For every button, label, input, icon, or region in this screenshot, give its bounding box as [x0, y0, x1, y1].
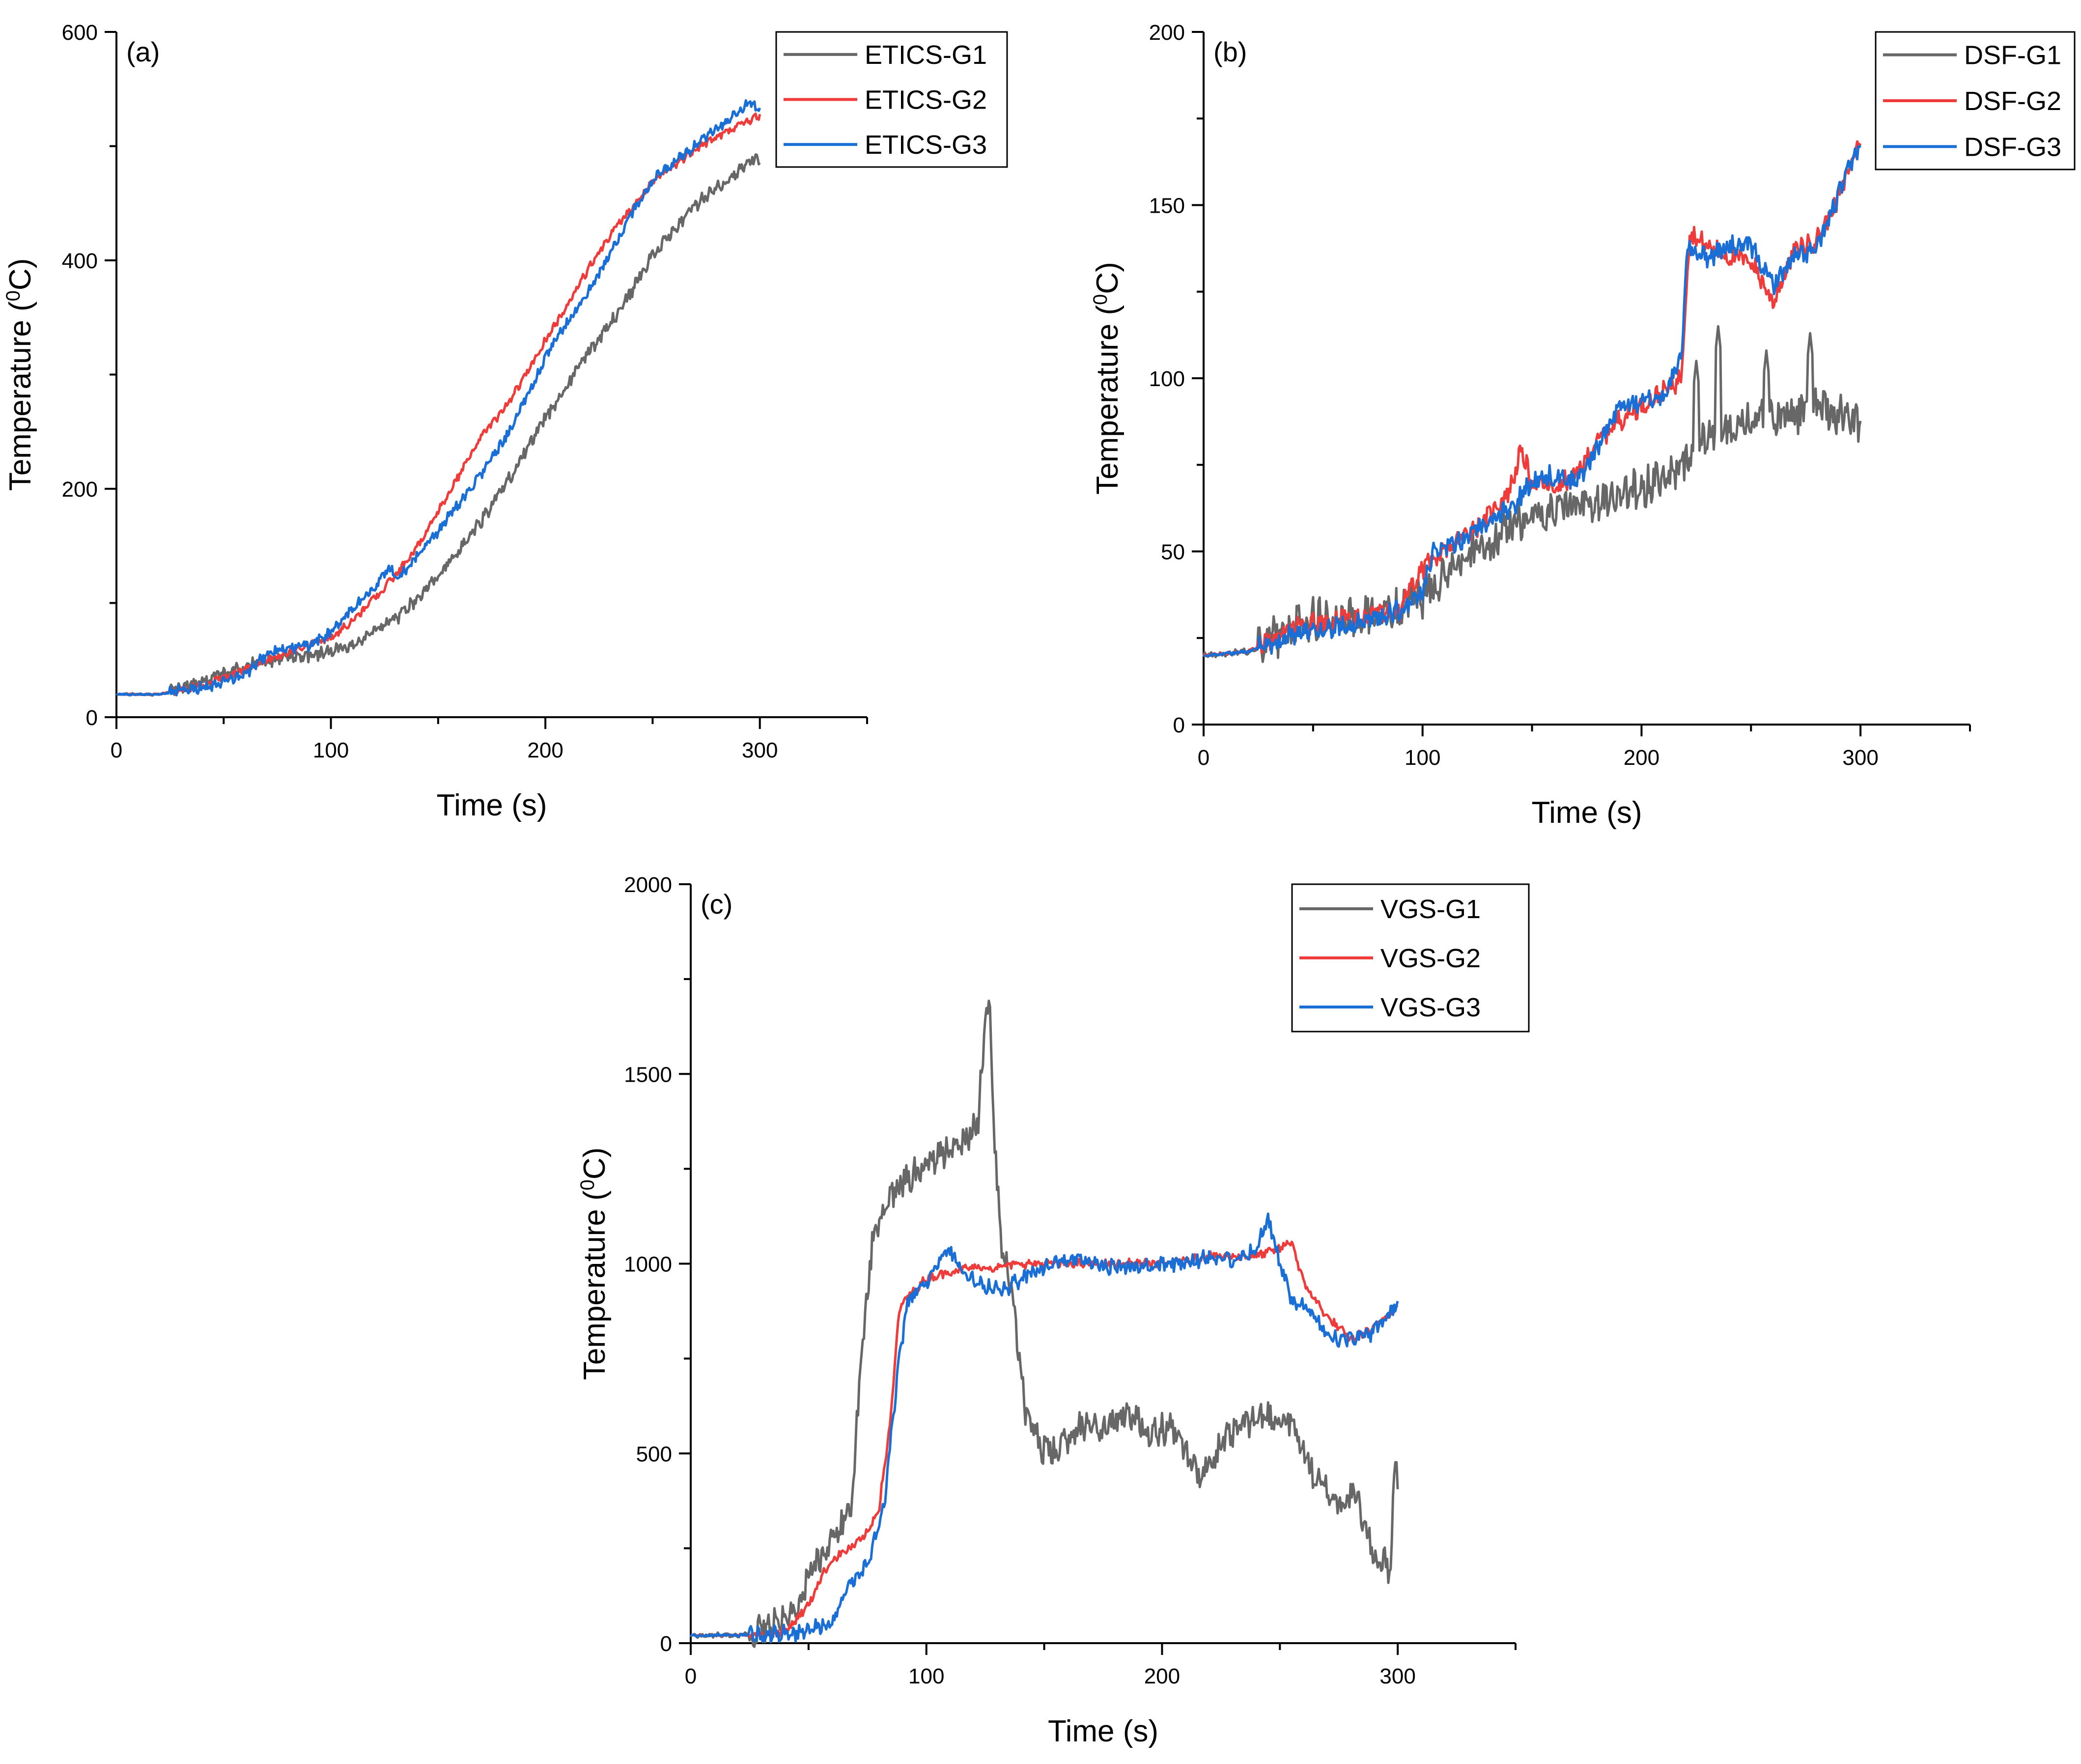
x-tick-label: 200	[1144, 1664, 1180, 1688]
legend-entry: ETICS-G2	[865, 85, 987, 115]
series-line-dsf-g3	[1203, 144, 1862, 657]
chart-panel-b: 0 100 200 300 0 50 100 150 200 Time (s) Temperatur…	[1090, 21, 2076, 830]
y-axis-title-prefix: Temperature (	[578, 1190, 612, 1380]
legend-entry: DSF-G1	[1964, 41, 2061, 70]
y-tick-label: 1000	[624, 1253, 672, 1277]
panel-label: (a)	[126, 36, 160, 67]
legend: ETICS-G1 ETICS-G2 ETICS-G3	[775, 31, 1008, 168]
y-tick-label: 500	[636, 1442, 672, 1466]
y-axis-title-superscript: 0	[2, 290, 24, 301]
legend-entry: ETICS-G1	[865, 40, 987, 70]
series-line-etics-g2	[116, 112, 761, 696]
series-line-dsf-g2	[1202, 140, 1862, 658]
series-line-dsf-g1	[1202, 325, 1862, 663]
y-axis-title-superscript: 0	[577, 1179, 598, 1190]
y-tick-label: 400	[62, 249, 98, 273]
legend-entry: ETICS-G3	[865, 130, 987, 160]
x-tick-label: 300	[742, 738, 778, 762]
chart-panel-c: 0 100 200 300 0 500 1000 1500 2000 Time (s) Temper…	[577, 873, 1530, 1748]
legend-entry: DSF-G2	[1964, 86, 2061, 116]
legend: DSF-G1 DSF-G2 DSF-G3	[1875, 31, 2076, 170]
y-axis-title-prefix: Temperature (	[1091, 305, 1125, 495]
y-tick-label: 50	[1161, 540, 1185, 564]
y-axis-title-superscript: 0	[1090, 294, 1111, 305]
y-tick-label: 1500	[624, 1063, 672, 1087]
series-line-etics-g3	[116, 99, 761, 697]
x-tick-label: 200	[1624, 746, 1659, 770]
x-tick-label: 100	[1405, 746, 1440, 770]
y-axis-title-suffix: C)	[1091, 262, 1125, 294]
y-tick-label: 0	[1173, 713, 1185, 737]
x-tick-label: 0	[685, 1664, 697, 1688]
x-axis-title: Time (s)	[1048, 1714, 1158, 1748]
legend-entry: DSF-G3	[1964, 132, 2061, 162]
panel-label: (b)	[1213, 36, 1247, 67]
legend: VGS-G1 VGS-G2 VGS-G3	[1291, 883, 1530, 1033]
series-line-vgs-g1	[689, 999, 1399, 1648]
y-tick-label: 150	[1149, 194, 1185, 218]
y-axis-title-prefix: Temperature (	[3, 301, 37, 491]
y-axis-title-suffix: C)	[3, 258, 37, 290]
y-tick-label: 100	[1149, 367, 1185, 391]
y-axis-title: Temperature (0C)	[1090, 262, 1125, 495]
x-tick-label: 0	[1198, 746, 1209, 770]
series-line-etics-g1	[116, 153, 761, 697]
legend-entry: VGS-G3	[1380, 993, 1481, 1022]
x-tick-label: 300	[1379, 1664, 1415, 1688]
x-tick-label: 0	[111, 738, 122, 762]
y-tick-label: 0	[660, 1632, 672, 1656]
x-tick-label: 100	[313, 738, 349, 762]
legend-entry: VGS-G2	[1380, 944, 1481, 973]
x-axis-title: Time (s)	[437, 788, 547, 822]
y-axis-title-suffix: C)	[578, 1148, 612, 1179]
y-tick-label: 0	[86, 706, 98, 730]
y-tick-label: 200	[1149, 21, 1185, 45]
x-tick-label: 100	[908, 1664, 944, 1688]
series-line-vgs-g3	[690, 1212, 1399, 1644]
x-tick-label: 200	[527, 738, 563, 762]
legend-entry: VGS-G1	[1380, 895, 1481, 924]
panel-label: (c)	[701, 889, 732, 920]
x-axis-title: Time (s)	[1532, 796, 1642, 830]
x-tick-label: 300	[1842, 746, 1878, 770]
y-tick-label: 2000	[624, 873, 672, 897]
y-tick-label: 600	[62, 21, 98, 45]
chart-panel-a: 0 100 200 300 0 200 400 600 Time (s) Temperature …	[2, 21, 1008, 822]
y-axis-title: Temperature (0C)	[577, 1148, 612, 1380]
y-axis-title: Temperature (0C)	[2, 258, 37, 491]
y-tick-label: 200	[62, 477, 98, 502]
